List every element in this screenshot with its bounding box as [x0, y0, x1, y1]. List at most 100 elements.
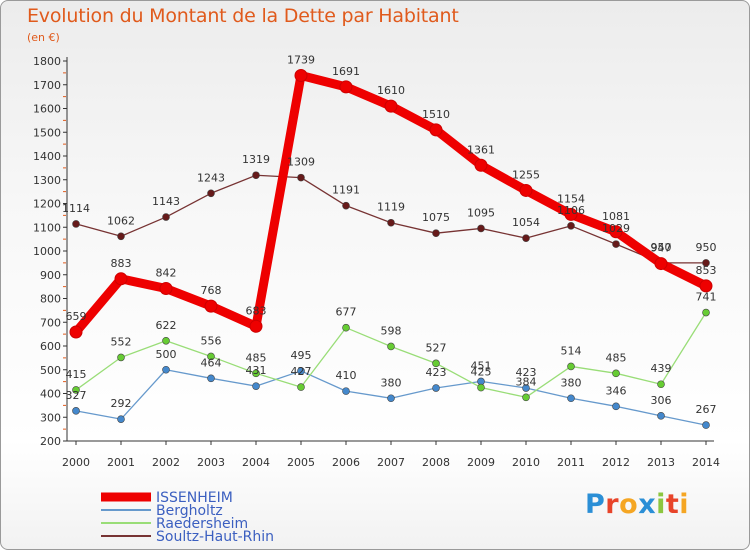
data-point	[612, 240, 620, 248]
data-label: 1095	[467, 206, 495, 219]
data-point	[387, 394, 395, 403]
x-tick-label: 2003	[197, 456, 225, 469]
series-raedersheim	[72, 308, 710, 402]
data-label: 1054	[512, 216, 540, 229]
x-tick-label: 2013	[647, 456, 675, 469]
data-label: 431	[246, 364, 267, 377]
data-label: 950	[696, 241, 717, 254]
y-tick-label: 1500	[33, 126, 61, 139]
series-soultz-haut-rhin	[72, 171, 710, 267]
chart-title: Evolution du Montant de la Dette par Hab…	[27, 5, 459, 27]
x-tick-label: 2009	[467, 456, 495, 469]
data-label: 1610	[377, 84, 405, 97]
y-tick-label: 1100	[33, 221, 61, 234]
y-tick-label: 900	[40, 269, 61, 282]
data-point	[702, 421, 710, 429]
data-label: 842	[156, 267, 177, 280]
y-tick-label: 1700	[33, 79, 61, 92]
x-tick-label: 2007	[377, 456, 405, 469]
data-label: 1106	[557, 204, 585, 217]
legend: ISSENHEIMBergholtzRaedersheimSoultz-Haut…	[101, 490, 274, 545]
data-point	[297, 367, 305, 375]
data-point	[522, 384, 530, 392]
data-label: 415	[66, 368, 87, 381]
data-point	[162, 336, 170, 345]
data-point	[567, 394, 575, 403]
data-label: 950	[651, 241, 672, 254]
x-tick-label: 2002	[152, 456, 180, 469]
data-point	[342, 201, 350, 210]
data-point	[477, 224, 485, 233]
data-point	[342, 323, 350, 332]
data-label: 552	[111, 335, 132, 348]
data-point	[252, 369, 260, 378]
data-label: 500	[156, 348, 177, 361]
data-label: 1081	[602, 210, 630, 223]
data-point	[162, 213, 170, 221]
logo-letter: i	[656, 489, 666, 520]
y-tick-label: 400	[40, 388, 61, 401]
data-point	[72, 220, 80, 228]
data-label: 292	[111, 397, 132, 410]
data-point	[162, 365, 170, 374]
data-label: 485	[246, 351, 267, 364]
data-point	[117, 415, 125, 423]
data-label: 1739	[287, 53, 315, 66]
logo-letter: r	[605, 489, 620, 520]
legend-label: Bergholtz	[156, 503, 223, 519]
data-point	[657, 412, 665, 420]
data-label: 1510	[422, 108, 450, 121]
x-tick-label: 2014	[692, 456, 720, 469]
data-point	[432, 384, 440, 392]
chart-subtitle: (en €)	[27, 31, 60, 44]
data-label: 683	[246, 304, 267, 317]
logo-letter: t	[665, 489, 680, 520]
data-point	[342, 387, 350, 395]
data-label: 327	[66, 389, 87, 402]
data-point	[432, 359, 440, 368]
data-point	[72, 407, 80, 415]
data-point	[654, 257, 668, 271]
data-label: 1191	[332, 184, 360, 197]
data-point	[522, 234, 530, 242]
y-tick-label: 700	[40, 316, 61, 329]
data-label: 1319	[242, 153, 270, 166]
data-label: 423	[516, 366, 537, 379]
logo-letter: o	[619, 489, 639, 520]
data-label: 1243	[197, 171, 225, 184]
y-tick-label: 1200	[33, 198, 61, 211]
y-tick-label: 1000	[33, 245, 61, 258]
x-tick-label: 2006	[332, 456, 360, 469]
data-label: 1691	[332, 65, 360, 78]
data-label: 1119	[377, 201, 405, 214]
legend-label: Soultz-Haut-Rhin	[156, 529, 274, 545]
data-label: 485	[606, 351, 627, 364]
y-tick-label: 200	[40, 435, 61, 448]
data-point	[339, 80, 353, 94]
legend-label: Raedersheim	[156, 516, 248, 532]
series-bergholtz	[72, 365, 710, 429]
x-tick-label: 2010	[512, 456, 540, 469]
data-point	[477, 383, 485, 392]
data-point	[297, 383, 305, 391]
axes: 200 300 400 500 600 700 800 900 1000 1100 1200 1300…	[33, 55, 720, 469]
data-label: 883	[111, 257, 132, 270]
legend-label: ISSENHEIM	[156, 490, 233, 506]
data-point	[69, 325, 83, 339]
data-point	[567, 222, 575, 230]
y-tick-label: 1400	[33, 150, 61, 163]
data-point	[249, 319, 263, 333]
data-point	[519, 183, 533, 197]
data-label: 495	[291, 349, 312, 362]
data-point	[657, 380, 665, 389]
data-point	[159, 282, 173, 296]
data-point	[612, 402, 620, 411]
logo-letter: P	[585, 489, 606, 520]
data-label: 1361	[467, 143, 495, 156]
y-tick-label: 500	[40, 364, 61, 377]
data-point	[297, 173, 305, 182]
data-point	[387, 342, 395, 351]
logo-letter: x	[638, 489, 657, 520]
